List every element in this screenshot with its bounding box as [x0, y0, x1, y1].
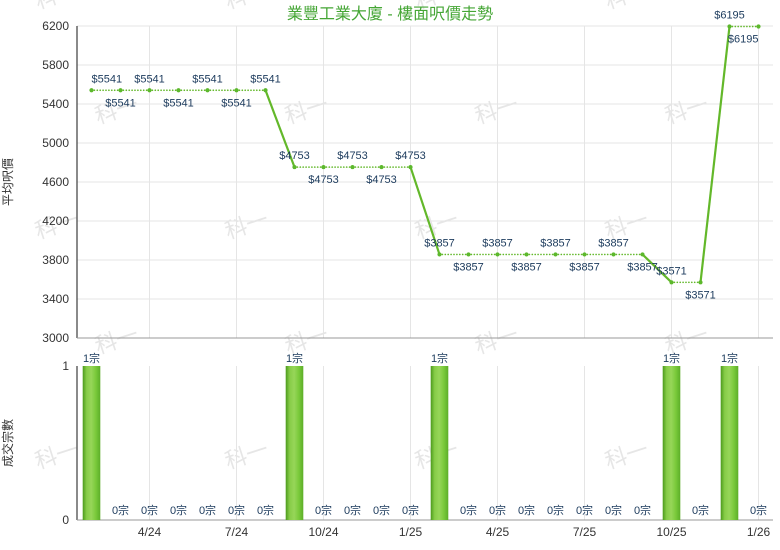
svg-text:0宗: 0宗: [344, 503, 361, 517]
svg-text:0宗: 0宗: [605, 503, 622, 517]
svg-text:$5541: $5541: [92, 73, 123, 85]
svg-text:0宗: 0宗: [402, 503, 419, 517]
svg-text:3000: 3000: [42, 331, 69, 345]
svg-text:$3857: $3857: [424, 237, 455, 249]
svg-text:0宗: 0宗: [228, 503, 245, 517]
svg-text:0宗: 0宗: [750, 503, 767, 517]
svg-text:$5541: $5541: [192, 73, 223, 85]
svg-text:0宗: 0宗: [576, 503, 593, 517]
svg-text:7/25: 7/25: [573, 525, 597, 539]
svg-text:0宗: 0宗: [460, 503, 477, 517]
svg-text:$4753: $4753: [279, 150, 310, 162]
svg-text:0宗: 0宗: [199, 503, 216, 517]
svg-text:1宗: 1宗: [431, 351, 448, 365]
svg-text:4/25: 4/25: [486, 525, 510, 539]
svg-text:0宗: 0宗: [518, 503, 535, 517]
svg-text:1: 1: [62, 359, 69, 373]
svg-text:1宗: 1宗: [663, 351, 680, 365]
svg-text:$3857: $3857: [569, 261, 600, 273]
svg-text:3400: 3400: [42, 292, 69, 306]
svg-text:成交宗數: 成交宗數: [0, 419, 15, 467]
svg-text:$3571: $3571: [656, 265, 687, 277]
svg-text:$5541: $5541: [105, 97, 136, 109]
svg-text:$4753: $4753: [395, 150, 426, 162]
svg-text:$3857: $3857: [627, 261, 658, 273]
svg-text:5800: 5800: [42, 58, 69, 72]
svg-text:0宗: 0宗: [170, 503, 187, 517]
svg-text:0宗: 0宗: [692, 503, 709, 517]
svg-text:3800: 3800: [42, 253, 69, 267]
svg-text:0宗: 0宗: [257, 503, 274, 517]
svg-text:$5541: $5541: [250, 73, 281, 85]
svg-text:4200: 4200: [42, 214, 69, 228]
svg-text:$3857: $3857: [540, 237, 571, 249]
svg-text:$3857: $3857: [598, 237, 629, 249]
svg-text:1/26: 1/26: [747, 525, 771, 539]
svg-text:0宗: 0宗: [373, 503, 390, 517]
svg-text:1宗: 1宗: [286, 351, 303, 365]
svg-text:$5541: $5541: [221, 97, 252, 109]
svg-text:10/25: 10/25: [656, 525, 686, 539]
svg-text:$3857: $3857: [511, 261, 542, 273]
svg-text:$3571: $3571: [685, 289, 716, 301]
svg-text:平均呎價: 平均呎價: [1, 158, 15, 206]
svg-text:$4753: $4753: [366, 174, 397, 186]
svg-text:4/24: 4/24: [138, 525, 162, 539]
svg-text:0宗: 0宗: [141, 503, 158, 517]
svg-text:0宗: 0宗: [634, 503, 651, 517]
svg-text:$6195: $6195: [728, 34, 759, 46]
svg-text:5400: 5400: [42, 97, 69, 111]
svg-text:4600: 4600: [42, 175, 69, 189]
svg-text:0宗: 0宗: [315, 503, 332, 517]
svg-text:$5541: $5541: [134, 73, 165, 85]
svg-text:5000: 5000: [42, 136, 69, 150]
svg-text:$5541: $5541: [163, 97, 194, 109]
svg-text:1宗: 1宗: [83, 351, 100, 365]
svg-text:$3857: $3857: [453, 261, 484, 273]
svg-text:7/24: 7/24: [225, 525, 249, 539]
svg-text:業豐工業大廈 - 樓面呎價走勢: 業豐工業大廈 - 樓面呎價走勢: [287, 5, 493, 23]
svg-text:0宗: 0宗: [112, 503, 129, 517]
svg-text:1/25: 1/25: [399, 525, 423, 539]
svg-text:$3857: $3857: [482, 237, 513, 249]
svg-text:0: 0: [62, 513, 69, 527]
svg-text:0宗: 0宗: [489, 503, 506, 517]
svg-text:$6195: $6195: [714, 10, 745, 22]
svg-text:$4753: $4753: [308, 174, 339, 186]
svg-text:$4753: $4753: [337, 150, 368, 162]
svg-text:10/24: 10/24: [308, 525, 338, 539]
svg-text:1宗: 1宗: [721, 351, 738, 365]
svg-text:6200: 6200: [42, 19, 69, 33]
svg-text:0宗: 0宗: [547, 503, 564, 517]
